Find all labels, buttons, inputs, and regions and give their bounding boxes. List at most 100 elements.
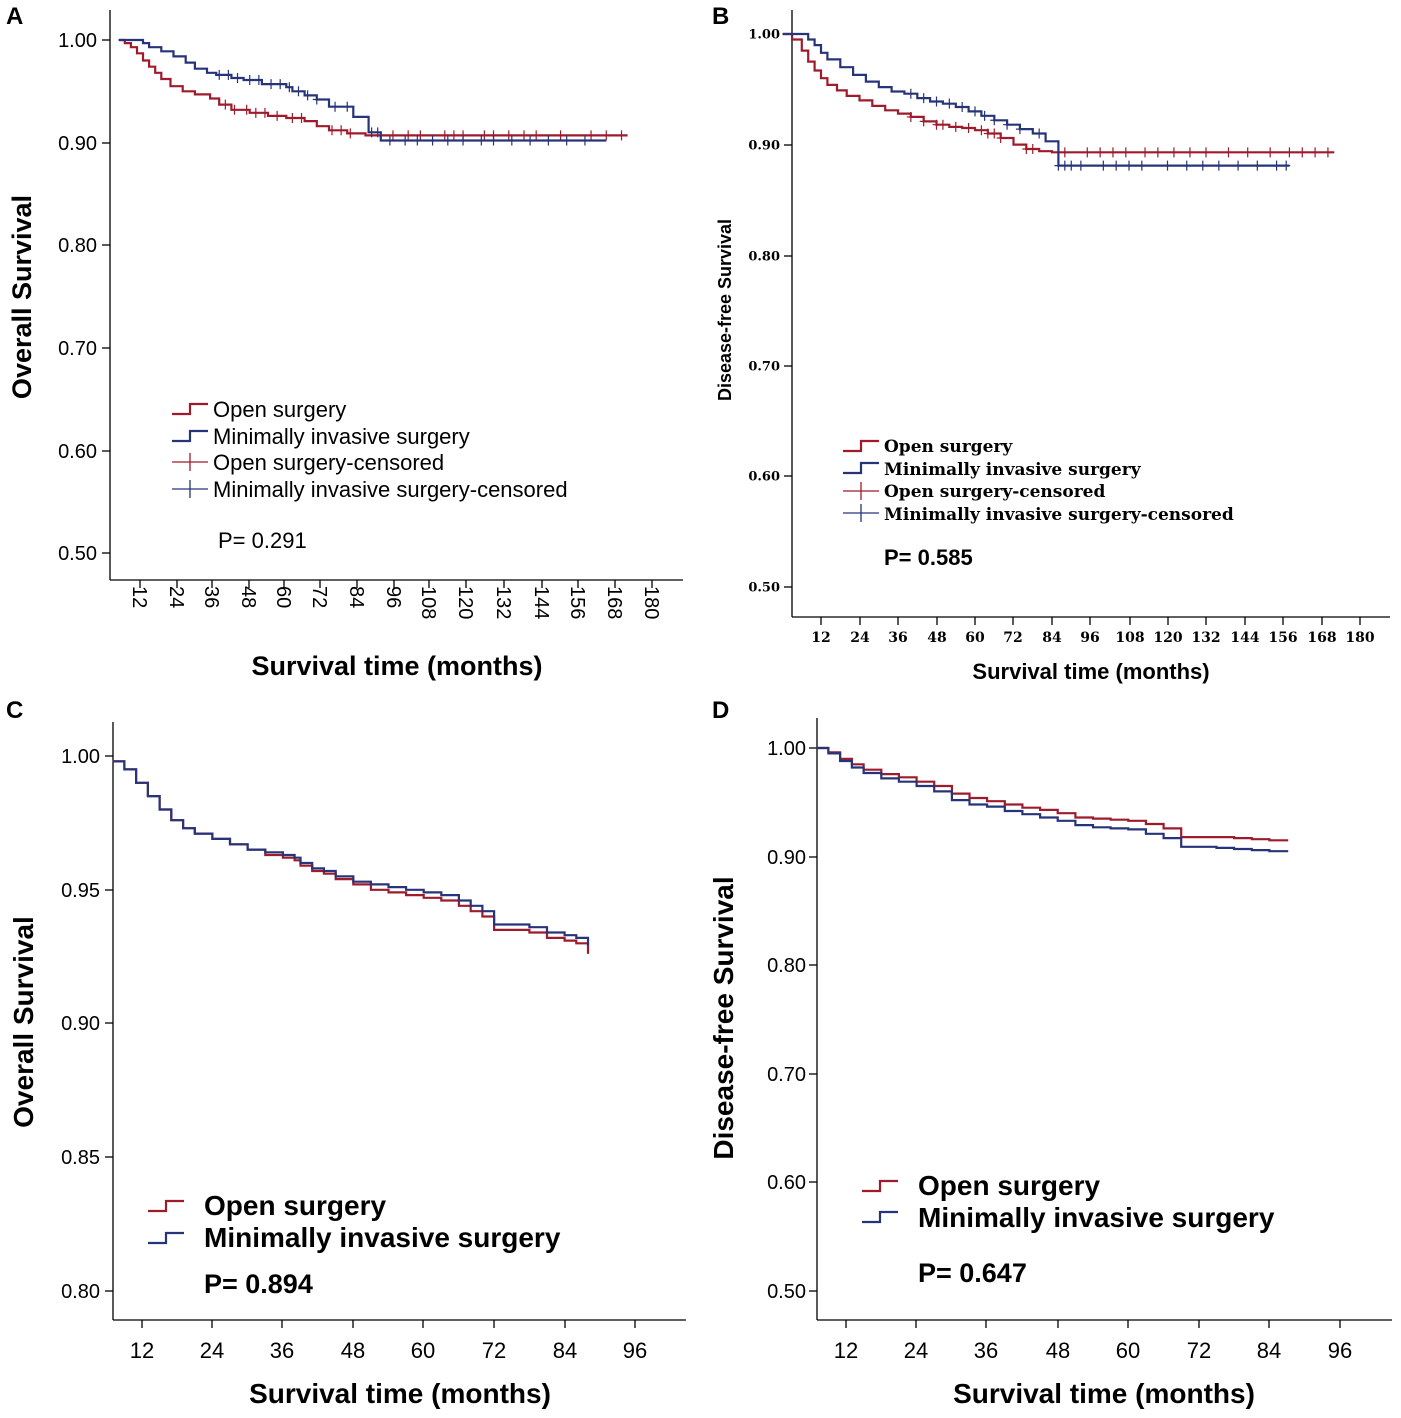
open-censor-mark: [977, 125, 986, 136]
x-tick-label: 84: [1257, 1338, 1281, 1363]
legend-label-mis: Minimally invasive surgery: [884, 460, 1142, 480]
open-censor-mark: [1298, 147, 1307, 158]
mis-censor-mark: [233, 72, 242, 83]
x-tick-label: 84: [1042, 630, 1062, 646]
mis-censor-mark: [945, 98, 954, 109]
legend-label-mis: Minimally invasive surgery: [918, 1202, 1275, 1233]
mis-censor-mark: [1067, 160, 1076, 171]
legend-label-open: Open surgery: [204, 1190, 386, 1221]
mis-censor-mark: [215, 69, 224, 80]
mis-censor-mark: [312, 94, 321, 105]
open-censor-mark: [1224, 147, 1233, 158]
x-ticks: 12 24 36 48 60 72 84 96: [834, 1320, 1352, 1363]
y-axis-title: Overall Survival: [7, 195, 37, 399]
mis-censor-mark: [1182, 160, 1191, 171]
open-censor-mark: [520, 130, 528, 141]
y-tick-label: 0.70: [58, 338, 97, 360]
legend: Open surgery Minimally invasive surgery …: [843, 437, 1234, 525]
y-tick-label: 1.00: [58, 30, 97, 52]
x-tick-label: 60: [411, 1338, 435, 1363]
legend-label-open: Open surgery: [918, 1170, 1100, 1201]
legend-key-mis-censored: [172, 480, 208, 498]
y-tick-label: 0.95: [61, 880, 100, 902]
mis-censor-mark: [254, 75, 263, 86]
open-censor-mark: [1323, 147, 1332, 158]
open-censor-mark: [1153, 147, 1162, 158]
panel-letter-d: D: [712, 697, 729, 724]
x-tick-label: 96: [623, 1338, 647, 1363]
mis-censor-mark: [932, 96, 941, 107]
legend-censor-symbol: [172, 453, 208, 471]
mis-censor-mark: [544, 135, 553, 146]
y-tick-label: 0.60: [58, 441, 97, 463]
y-tick-label: 0.70: [748, 360, 780, 375]
x-tick-label: 36: [974, 1338, 998, 1363]
mis-censor-mark: [971, 106, 979, 117]
x-tick-label: 24: [850, 630, 870, 646]
legend: Open surgery Minimally invasive surgery …: [172, 397, 568, 502]
mis-censor-mark: [401, 135, 410, 146]
legend: Open surgery Minimally invasive surgery: [148, 1190, 561, 1253]
mis-curve: [112, 760, 590, 946]
y-ticks: 0.50 0.60 0.70 0.80 0.90 1.00: [748, 28, 792, 596]
x-tick-label: 156: [1268, 630, 1297, 646]
mis-censor-mark: [958, 101, 967, 112]
x-ticks: 12 24 36 48 60 72 84 96: [130, 1320, 647, 1363]
y-tick-label: 1.00: [767, 738, 806, 760]
open-surgery-curve: [782, 32, 1335, 154]
mis-censor-mark: [1214, 160, 1223, 171]
open-surgery-curve: [118, 38, 628, 137]
open-censor-mark: [328, 125, 336, 136]
legend-key-mis-censored: [843, 504, 879, 522]
mis-censor-mark: [489, 135, 498, 146]
open-censor-mark: [346, 128, 355, 139]
open-censor-mark: [919, 116, 928, 127]
open-censor-mark: [1266, 147, 1275, 158]
mis-censor-mark: [1112, 160, 1121, 171]
x-tick-label: 60: [272, 586, 294, 608]
y-axis-title: Disease-free Survival: [708, 876, 739, 1159]
legend-label-mis-censored: Minimally invasive surgery-censored: [213, 477, 568, 502]
panel-d: D 0.50 0.60 0.70 0.80 0.90 1.00 12 24 36 48 60 72 8…: [708, 697, 1392, 1409]
legend-label-open: Open surgery: [884, 437, 1013, 457]
x-tick-label: 48: [237, 586, 259, 608]
x-tick-label: 24: [165, 586, 187, 608]
x-tick-label: 12: [811, 630, 830, 646]
mis-censor-mark: [990, 115, 999, 126]
legend-key-open-censored: [843, 482, 879, 500]
x-tick-label: 180: [1345, 630, 1374, 646]
x-tick-label: 36: [888, 630, 907, 646]
y-tick-label: 0.70: [767, 1064, 806, 1086]
x-ticks: 12 24 36 48 60 72 84 96 108 120 132 144 156 168 180: [811, 617, 1375, 646]
x-tick-label: 60: [1116, 1338, 1140, 1363]
x-tick-label: 96: [1080, 630, 1099, 646]
panel-a: A 0.50 0.60 0.70 0.80 0.90 1.00 12 24 36 48 60 72 8…: [6, 3, 683, 681]
open-censor-mark: [532, 130, 541, 141]
open-censor-mark: [242, 104, 251, 115]
y-tick-label: 1.00: [748, 28, 780, 43]
open-censor-mark: [1096, 147, 1105, 158]
y-tick-label: 0.90: [58, 133, 97, 155]
mis-censor-mark: [1125, 160, 1133, 171]
mis-censor-mark: [477, 135, 486, 146]
mis-censor-mark: [373, 127, 382, 138]
mis-censor-mark: [1198, 160, 1207, 171]
x-tick-label: 168: [1307, 630, 1336, 646]
x-tick-label: 48: [1046, 1338, 1070, 1363]
legend-label-open-censored: Open surgery-censored: [884, 482, 1105, 502]
legend-key-mis: [148, 1231, 184, 1245]
x-tick-label: 120: [1153, 630, 1182, 646]
open-censor-mark: [480, 130, 489, 141]
legend-label-mis-censored: Minimally invasive surgery-censored: [884, 505, 1234, 525]
y-tick-label: 0.80: [58, 235, 97, 257]
mis-censor-mark: [1076, 160, 1085, 171]
x-tick-label: 12: [834, 1338, 858, 1363]
open-censor-mark: [1108, 147, 1117, 158]
x-tick-label: 96: [1328, 1338, 1352, 1363]
open-censor-mark: [1311, 147, 1320, 158]
x-tick-label: 24: [904, 1338, 928, 1363]
mis-censor-mark: [343, 101, 352, 112]
mis-censor-mark: [1282, 160, 1291, 171]
legend-censor-symbol: [843, 504, 879, 522]
open-censor-mark: [1169, 147, 1178, 158]
